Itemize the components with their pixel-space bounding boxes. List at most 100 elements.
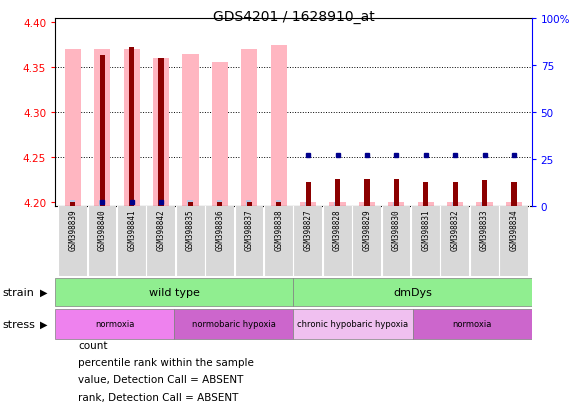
Text: GSM398827: GSM398827 xyxy=(304,209,313,250)
Bar xyxy=(188,202,193,206)
Bar xyxy=(393,202,399,206)
Bar xyxy=(177,206,205,277)
Text: chronic hypobaric hypoxia: chronic hypobaric hypoxia xyxy=(297,320,408,329)
Text: GSM398833: GSM398833 xyxy=(480,209,489,250)
Text: GSM398840: GSM398840 xyxy=(98,209,107,250)
Bar xyxy=(187,200,192,206)
Bar xyxy=(335,202,339,206)
Bar xyxy=(158,200,163,206)
Text: GSM398838: GSM398838 xyxy=(274,209,283,250)
Text: GSM398834: GSM398834 xyxy=(510,209,518,250)
Bar xyxy=(335,180,340,206)
Bar xyxy=(212,63,228,206)
Bar xyxy=(388,202,404,206)
Bar xyxy=(99,200,105,206)
Bar xyxy=(293,278,532,306)
Text: GSM398828: GSM398828 xyxy=(333,209,342,250)
Bar xyxy=(441,206,469,277)
Text: GSM398842: GSM398842 xyxy=(156,209,166,250)
Bar xyxy=(324,206,352,277)
Bar xyxy=(88,206,116,277)
Bar xyxy=(422,202,428,206)
Bar xyxy=(117,206,146,277)
Bar xyxy=(293,309,413,339)
Bar xyxy=(452,202,457,206)
Text: ▶: ▶ xyxy=(40,319,47,329)
Text: GSM398832: GSM398832 xyxy=(451,209,460,250)
Bar xyxy=(364,180,370,206)
Bar xyxy=(247,202,252,206)
Bar xyxy=(364,202,369,206)
Bar xyxy=(511,202,516,206)
Bar xyxy=(500,206,528,277)
Text: GDS4201 / 1628910_at: GDS4201 / 1628910_at xyxy=(213,10,374,24)
Bar xyxy=(300,202,316,206)
Bar xyxy=(70,202,76,206)
Bar xyxy=(206,206,234,277)
Bar xyxy=(64,50,81,206)
Text: GSM398836: GSM398836 xyxy=(216,209,224,250)
Bar xyxy=(217,202,223,206)
Bar xyxy=(100,56,105,206)
Bar xyxy=(159,59,164,206)
Text: ▶: ▶ xyxy=(40,287,47,297)
Text: normoxia: normoxia xyxy=(453,320,492,329)
Text: wild type: wild type xyxy=(149,287,200,297)
Text: GSM398839: GSM398839 xyxy=(69,209,77,250)
Text: rank, Detection Call = ABSENT: rank, Detection Call = ABSENT xyxy=(78,392,239,402)
Bar xyxy=(394,180,399,206)
Bar xyxy=(128,200,134,206)
Bar xyxy=(306,182,311,206)
Text: GSM398835: GSM398835 xyxy=(186,209,195,250)
Bar xyxy=(70,200,75,206)
Bar xyxy=(413,309,532,339)
Bar xyxy=(418,202,434,206)
Text: GSM398830: GSM398830 xyxy=(392,209,401,250)
Bar xyxy=(276,202,281,206)
Bar xyxy=(353,206,381,277)
Bar xyxy=(359,202,375,206)
Text: GSM398829: GSM398829 xyxy=(363,209,371,250)
Bar xyxy=(55,309,174,339)
Bar xyxy=(275,200,281,206)
Text: GSM398831: GSM398831 xyxy=(421,209,431,250)
Bar xyxy=(471,206,498,277)
Bar xyxy=(271,45,287,206)
Bar xyxy=(423,182,428,206)
Text: count: count xyxy=(78,340,108,350)
Text: normobaric hypoxia: normobaric hypoxia xyxy=(192,320,276,329)
Text: GSM398841: GSM398841 xyxy=(127,209,136,250)
Bar xyxy=(294,206,322,277)
Bar xyxy=(264,206,293,277)
Bar xyxy=(217,200,222,206)
Bar xyxy=(174,309,293,339)
Bar xyxy=(182,55,199,206)
Bar xyxy=(241,50,257,206)
Bar xyxy=(476,202,493,206)
Bar xyxy=(447,202,463,206)
Text: normoxia: normoxia xyxy=(95,320,134,329)
Bar xyxy=(382,206,410,277)
Bar xyxy=(482,202,487,206)
Bar xyxy=(246,200,252,206)
Bar xyxy=(124,50,140,206)
Text: stress: stress xyxy=(3,319,36,329)
Bar xyxy=(55,278,293,306)
Bar xyxy=(305,202,310,206)
Text: strain: strain xyxy=(3,287,35,297)
Bar xyxy=(329,202,346,206)
Bar xyxy=(129,48,134,206)
Text: GSM398837: GSM398837 xyxy=(245,209,254,250)
Bar xyxy=(94,50,110,206)
Bar xyxy=(511,182,517,206)
Bar xyxy=(482,180,487,206)
Bar xyxy=(453,182,458,206)
Bar xyxy=(147,206,175,277)
Text: percentile rank within the sample: percentile rank within the sample xyxy=(78,357,254,367)
Bar xyxy=(153,59,169,206)
Bar xyxy=(506,202,522,206)
Bar xyxy=(235,206,263,277)
Text: value, Detection Call = ABSENT: value, Detection Call = ABSENT xyxy=(78,375,244,385)
Bar xyxy=(59,206,87,277)
Bar xyxy=(411,206,440,277)
